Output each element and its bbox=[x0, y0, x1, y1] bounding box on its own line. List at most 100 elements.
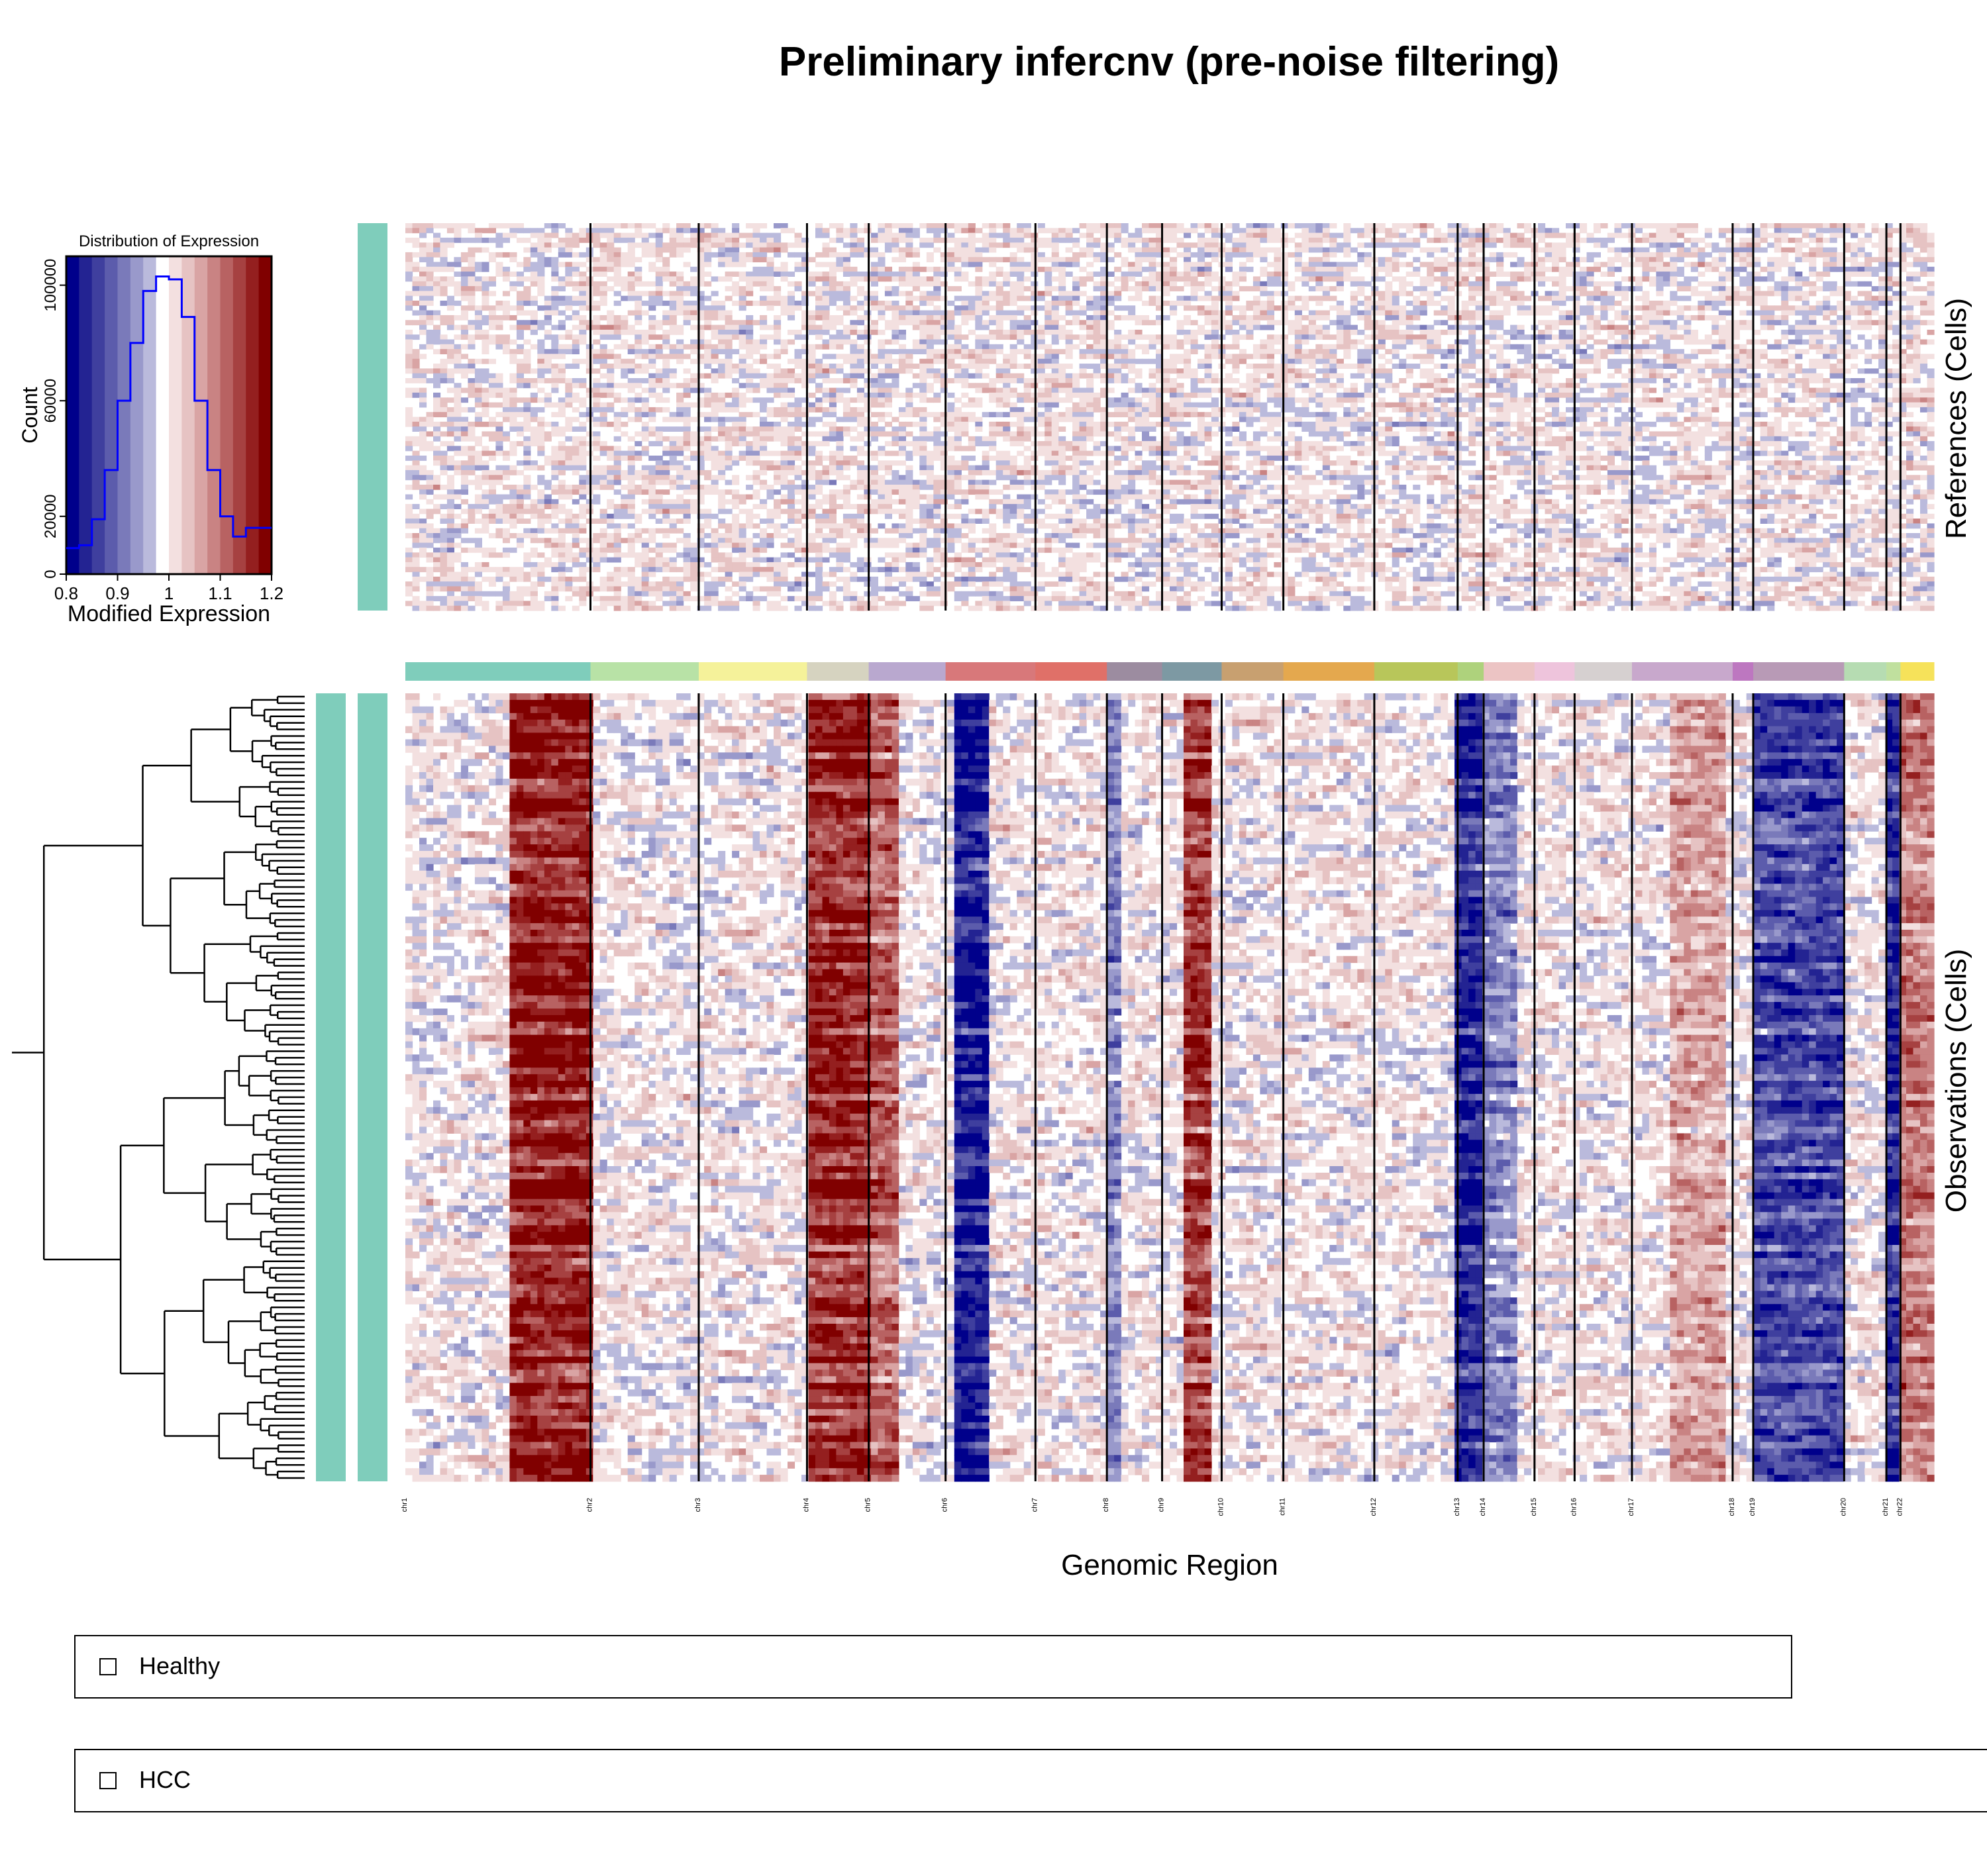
heatmap-cell bbox=[656, 238, 663, 243]
heatmap-cell bbox=[413, 228, 420, 233]
heatmap-cell bbox=[954, 252, 962, 258]
color-key-band bbox=[130, 256, 144, 574]
heatmap-cell bbox=[815, 223, 823, 228]
heatmap-cell bbox=[1184, 228, 1191, 233]
heatmap-cell bbox=[1163, 223, 1170, 228]
heatmap-cell bbox=[419, 252, 427, 258]
heatmap-cell bbox=[1267, 228, 1274, 233]
heatmap-cell bbox=[1357, 233, 1364, 238]
heatmap-cell bbox=[419, 223, 427, 228]
heatmap-cell bbox=[1031, 248, 1038, 253]
heatmap-cell bbox=[933, 272, 941, 277]
heatmap-cell bbox=[1080, 223, 1087, 228]
heatmap-cell bbox=[829, 248, 837, 253]
heatmap-cell bbox=[1406, 272, 1413, 277]
heatmap-cell bbox=[1552, 242, 1559, 248]
heatmap-cell bbox=[648, 233, 656, 238]
heatmap-cell bbox=[1017, 257, 1024, 262]
heatmap-cell bbox=[1010, 257, 1017, 262]
heatmap-cell bbox=[1211, 252, 1219, 258]
heatmap-cell bbox=[1496, 272, 1503, 277]
heatmap-cell bbox=[1920, 272, 1927, 277]
heatmap-cell bbox=[1851, 267, 1858, 272]
heatmap-cell bbox=[1559, 233, 1566, 238]
heatmap-cell bbox=[1420, 248, 1427, 253]
heatmap-cell bbox=[1038, 228, 1045, 233]
heatmap-cell bbox=[1468, 242, 1476, 248]
heatmap-cell bbox=[996, 257, 1003, 262]
heatmap-cell bbox=[1364, 233, 1372, 238]
heatmap-cell bbox=[1656, 242, 1663, 248]
heatmap-cell bbox=[440, 257, 448, 262]
heatmap-cell bbox=[1149, 223, 1156, 228]
heatmap-cell bbox=[1642, 233, 1649, 238]
heatmap-cell bbox=[781, 223, 788, 228]
reference-annotation-strip bbox=[358, 223, 387, 611]
heatmap-cell bbox=[1378, 223, 1386, 228]
heatmap-cell bbox=[857, 238, 864, 243]
heatmap-cell bbox=[941, 267, 948, 272]
heatmap-cell bbox=[711, 223, 719, 228]
heatmap-cell bbox=[913, 233, 920, 238]
heatmap-cell bbox=[1094, 272, 1101, 277]
heatmap-cell bbox=[579, 276, 586, 281]
heatmap-cell bbox=[1614, 252, 1621, 258]
heatmap-cell bbox=[565, 238, 572, 243]
heatmap-cell bbox=[850, 228, 857, 233]
heatmap-cell bbox=[1225, 233, 1233, 238]
heatmap-cell bbox=[565, 228, 572, 233]
heatmap-cell bbox=[933, 267, 941, 272]
heatmap-cell bbox=[648, 262, 656, 268]
heatmap-cell bbox=[544, 223, 552, 228]
heatmap-cell bbox=[968, 228, 976, 233]
heatmap-cell bbox=[781, 276, 788, 281]
heatmap-cell bbox=[544, 248, 552, 253]
heatmap-cell bbox=[1281, 272, 1288, 277]
heatmap-cell bbox=[732, 242, 739, 248]
heatmap-cell bbox=[933, 233, 941, 238]
heatmap-cell bbox=[711, 238, 719, 243]
heatmap-cell bbox=[1392, 262, 1400, 268]
heatmap-cell bbox=[968, 257, 976, 262]
heatmap-cell bbox=[1253, 242, 1260, 248]
heatmap-cell bbox=[1149, 228, 1156, 233]
heatmap-cell bbox=[829, 262, 837, 268]
heatmap-cell bbox=[1114, 238, 1121, 243]
heatmap-cell bbox=[753, 242, 760, 248]
heatmap-cell bbox=[1309, 233, 1316, 238]
heatmap-cell bbox=[823, 233, 830, 238]
heatmap-cell bbox=[913, 252, 920, 258]
heatmap-cell bbox=[1739, 267, 1747, 272]
heatmap-cell bbox=[1080, 252, 1087, 258]
heatmap-cell bbox=[405, 223, 413, 228]
heatmap-cell bbox=[795, 242, 802, 248]
heatmap-cell bbox=[1253, 223, 1260, 228]
heatmap-cell bbox=[1524, 267, 1531, 272]
heatmap-cell bbox=[781, 228, 788, 233]
heatmap-cell bbox=[836, 252, 843, 258]
heatmap-cell bbox=[1434, 233, 1441, 238]
heatmap-cell bbox=[1364, 262, 1372, 268]
heatmap-cell bbox=[1600, 238, 1607, 243]
heatmap-cell bbox=[1670, 242, 1677, 248]
heatmap-cell bbox=[600, 252, 607, 258]
heatmap-cell bbox=[1892, 248, 1900, 253]
heatmap-cell bbox=[1385, 242, 1392, 248]
heatmap-cell bbox=[1809, 257, 1816, 262]
heatmap-cell bbox=[1072, 228, 1080, 233]
heatmap-cell bbox=[885, 272, 892, 277]
heatmap-cell bbox=[1225, 257, 1233, 262]
heatmap-cell bbox=[495, 272, 503, 277]
heatmap-cell bbox=[1378, 267, 1386, 272]
heatmap-cell bbox=[905, 228, 913, 233]
heatmap-cell bbox=[850, 272, 857, 277]
heatmap-cell bbox=[1517, 242, 1525, 248]
heatmap-cell bbox=[933, 238, 941, 243]
heatmap-cell bbox=[1010, 238, 1017, 243]
heatmap-cell bbox=[1003, 223, 1010, 228]
heatmap-cell bbox=[1691, 242, 1698, 248]
heatmap-cell bbox=[746, 242, 753, 248]
heatmap-cell bbox=[836, 267, 843, 272]
heatmap-cell bbox=[1552, 267, 1559, 272]
heatmap-cell bbox=[1232, 248, 1239, 253]
